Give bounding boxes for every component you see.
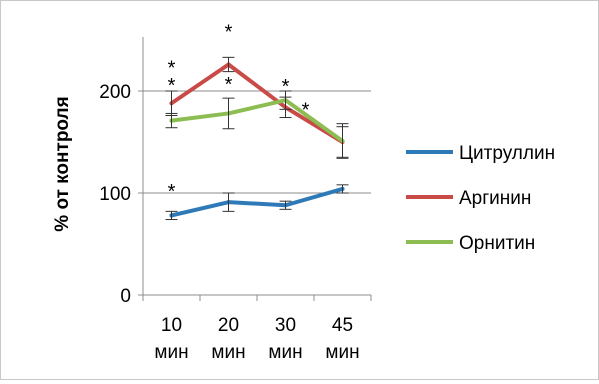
significance-star-6: * xyxy=(302,99,310,121)
significance-star-0: * xyxy=(168,181,176,203)
significance-stars: ******* xyxy=(168,22,310,203)
series-line-1 xyxy=(169,62,345,144)
axes xyxy=(138,37,372,301)
x-tick-label-1: 20 мин xyxy=(211,315,245,363)
error-bars xyxy=(165,56,349,221)
legend: Цитруллин Аргинин Орнитин xyxy=(406,143,555,254)
series-line-2 xyxy=(169,98,345,143)
y-tick-label-0: 0 xyxy=(120,286,131,307)
significance-star-5: * xyxy=(282,76,290,98)
x-tick-label-3: 45 мин xyxy=(325,315,359,363)
x-tick-labels: 10 мин 20 мин 30 мин 45 мин xyxy=(154,315,359,363)
significance-star-1: * xyxy=(168,75,176,97)
y-axis-label: % от контроля xyxy=(52,96,73,231)
y-tick-labels: 0 100 200 xyxy=(99,82,131,307)
significance-star-2: * xyxy=(168,57,176,79)
significance-star-3: * xyxy=(225,74,233,96)
significance-star-4: * xyxy=(225,22,233,44)
y-tick-label-100: 100 xyxy=(99,184,131,205)
series-line-0 xyxy=(169,186,345,218)
y-tick-label-200: 200 xyxy=(99,82,131,103)
x-tick-label-0: 10 мин xyxy=(154,315,188,363)
legend-label-0: Цитруллин xyxy=(459,143,555,164)
legend-label-1: Аргинин xyxy=(459,188,531,209)
x-tick-label-2: 30 мин xyxy=(268,315,302,363)
series-group xyxy=(169,62,345,218)
legend-label-2: Орнитин xyxy=(459,233,535,254)
